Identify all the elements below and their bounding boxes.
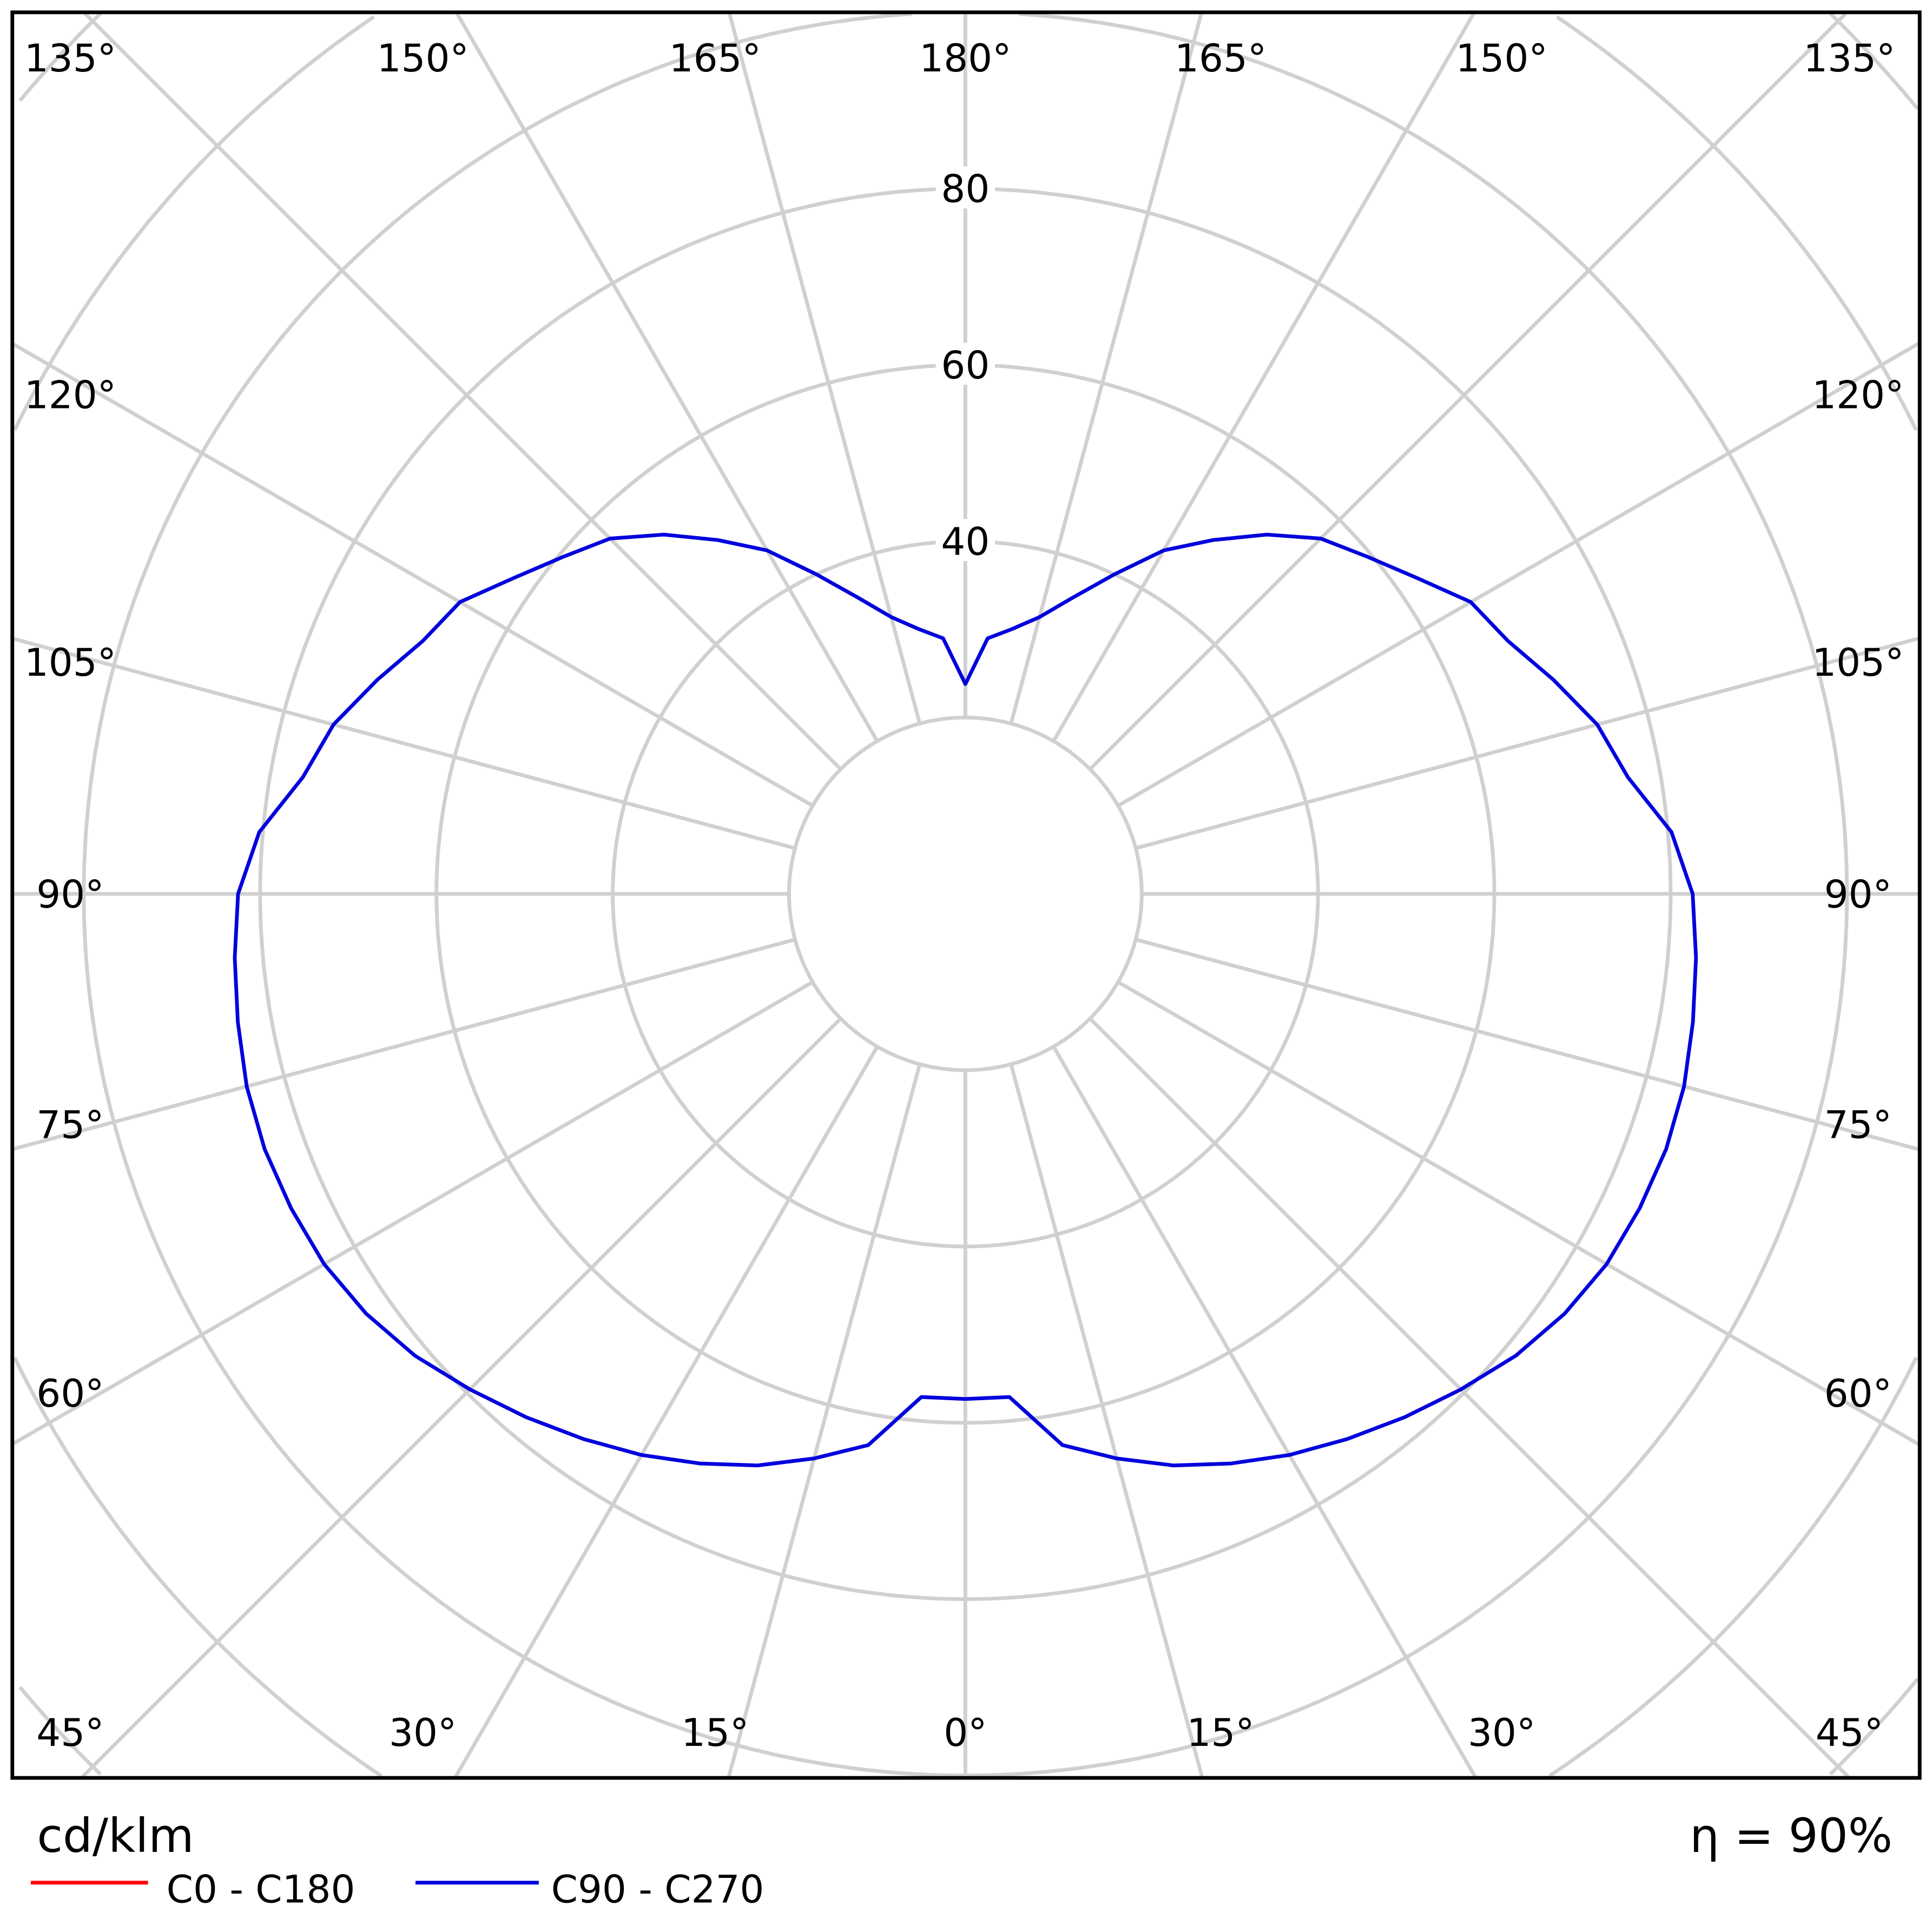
grid-spoke bbox=[12, 342, 814, 808]
angle-label: 120° bbox=[24, 372, 116, 417]
grid-spoke bbox=[1052, 1045, 1477, 1778]
angle-label: 0° bbox=[944, 1710, 987, 1755]
grid-spoke bbox=[12, 980, 814, 1445]
angle-label: 45° bbox=[1816, 1710, 1883, 1755]
polar-grid bbox=[12, 12, 1920, 1778]
angle-label: 135° bbox=[24, 36, 116, 81]
grid-spoke bbox=[81, 1017, 842, 1778]
angle-label: 120° bbox=[1812, 372, 1904, 417]
legend: C0 - C180 C90 - C270 bbox=[30, 1867, 764, 1911]
grid-spoke bbox=[727, 1064, 922, 1777]
radial-tick-bg bbox=[935, 519, 995, 561]
grid-spoke bbox=[1117, 980, 1920, 1446]
grid-spoke bbox=[454, 1045, 879, 1778]
efficiency-label: η = 90% bbox=[1690, 1809, 1893, 1863]
radial-tick-bg bbox=[935, 166, 995, 209]
angle-label: 60° bbox=[36, 1371, 104, 1416]
angle-label: 150° bbox=[377, 36, 469, 81]
plot-frame bbox=[10, 10, 1922, 1780]
radial-tick-bg bbox=[935, 342, 995, 385]
grid-spoke bbox=[1135, 636, 1919, 850]
angle-label: 75° bbox=[36, 1102, 104, 1147]
angle-label: 30° bbox=[389, 1710, 457, 1755]
grid-spoke bbox=[1052, 12, 1475, 742]
grid-spoke bbox=[455, 12, 879, 742]
angle-label: 15° bbox=[1186, 1710, 1254, 1755]
grid-spoke bbox=[1009, 1064, 1204, 1777]
angle-label: 180° bbox=[919, 36, 1011, 81]
angle-label: 60° bbox=[1824, 1371, 1892, 1416]
grid-spoke bbox=[13, 637, 796, 850]
grid-spoke bbox=[728, 13, 922, 724]
angle-label: 135° bbox=[1803, 36, 1895, 81]
grid-spoke bbox=[1117, 342, 1920, 808]
curves bbox=[233, 532, 1698, 1468]
angle-label: 90° bbox=[1824, 872, 1892, 916]
radial-tick-label: 80 bbox=[941, 167, 990, 212]
angle-label: 105° bbox=[1812, 640, 1904, 685]
angle-label: 150° bbox=[1456, 36, 1548, 81]
grid-ring bbox=[18, 12, 1920, 1776]
legend-label-c0-c180: C0 - C180 bbox=[167, 1867, 355, 1911]
angle-label: 165° bbox=[669, 36, 761, 81]
grid-spoke bbox=[1089, 12, 1847, 771]
radial-tick-label: 60 bbox=[941, 343, 990, 388]
angle-label: 30° bbox=[1468, 1710, 1535, 1755]
angle-label: 75° bbox=[1824, 1102, 1892, 1147]
grid-ring bbox=[12, 15, 1918, 1778]
series-curve-c90-c270 bbox=[233, 532, 1698, 1468]
radial-tick-label: 40 bbox=[941, 519, 990, 564]
angle-label: 105° bbox=[24, 640, 116, 685]
grid-ring bbox=[82, 12, 1849, 1778]
angle-label: 15° bbox=[681, 1710, 749, 1755]
angle-label: 90° bbox=[36, 872, 104, 916]
angle-label: 45° bbox=[36, 1710, 104, 1755]
unit-label: cd/klm bbox=[37, 1809, 194, 1863]
grid-spoke bbox=[83, 12, 842, 771]
radial-tick-labels: 40 60 80 bbox=[935, 166, 995, 564]
grid-spoke bbox=[1009, 13, 1203, 724]
angle-labels: 135° 150° 165° 180° 165° 150° 135° 45° 30° 15° 0° 1… bbox=[24, 36, 1904, 1755]
grid-spoke bbox=[1089, 1017, 1850, 1778]
grid-spoke bbox=[13, 938, 796, 1151]
angle-label: 165° bbox=[1175, 36, 1267, 81]
grid-spoke bbox=[1135, 938, 1919, 1151]
legend-label-c90-c270: C90 - C270 bbox=[551, 1867, 764, 1911]
